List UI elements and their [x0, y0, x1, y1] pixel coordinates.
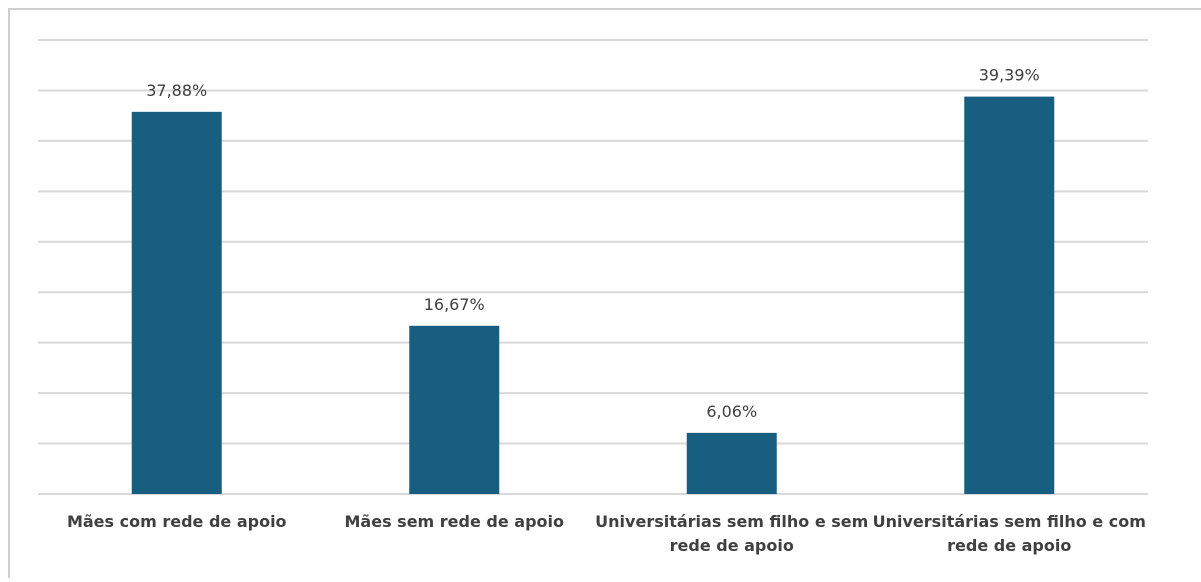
x-tick-label-box: Universitárias sem filho e com rede de a…: [872, 512, 1146, 555]
x-tick-label: Universitárias sem filho e sem rede de a…: [595, 512, 869, 555]
data-label: 6,06%: [706, 402, 757, 421]
data-label: 39,39%: [979, 66, 1040, 85]
x-tick-label: Mães com rede de apoio: [66, 512, 287, 531]
x-tick-label: Mães sem rede de apoio: [344, 512, 565, 531]
x-tick-label-box: Mães com rede de apoio: [66, 512, 287, 531]
bar: [409, 325, 500, 494]
x-tick-label-box: Universitárias sem filho e sem rede de a…: [595, 512, 869, 555]
bar: [686, 432, 777, 494]
data-label: 16,67%: [424, 295, 485, 314]
data-label: 37,88%: [146, 81, 207, 100]
x-tick-label-box: Mães sem rede de apoio: [344, 512, 565, 531]
bar: [964, 96, 1055, 494]
bar: [131, 111, 222, 494]
x-tick-label: Universitárias sem filho e com rede de a…: [872, 512, 1146, 555]
chart-frame: [8, 8, 1201, 582]
